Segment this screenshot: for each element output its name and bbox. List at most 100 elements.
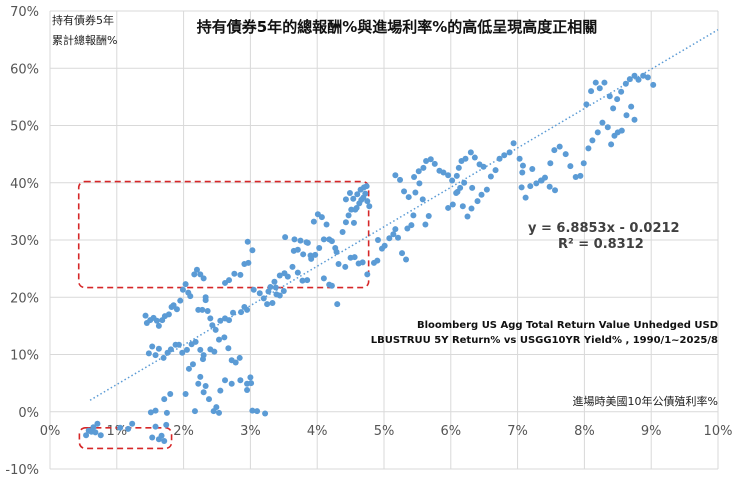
data-point	[585, 145, 592, 152]
data-point	[83, 432, 90, 439]
data-point	[608, 141, 615, 148]
data-point	[628, 103, 635, 110]
y-axis-label-line1: 持有債券5年	[52, 13, 114, 27]
data-point	[205, 396, 212, 403]
data-point	[610, 105, 617, 112]
data-point	[244, 306, 251, 313]
data-point	[364, 271, 371, 278]
data-point	[604, 124, 611, 131]
data-point	[487, 173, 494, 180]
data-point	[320, 236, 327, 243]
chart-title: 持有債券5年的總報酬%與進場利率%的高低呈現高度正相關	[197, 18, 598, 36]
data-point	[245, 259, 252, 266]
x-axis-label: 進場時美國10年公債殖利率%	[573, 394, 718, 408]
data-point	[256, 290, 263, 297]
data-point	[552, 187, 559, 194]
data-point	[364, 198, 371, 205]
data-point	[213, 404, 220, 411]
data-point	[216, 409, 223, 416]
x-tick-label: 6%	[440, 424, 461, 439]
data-point	[445, 172, 452, 179]
data-point	[244, 386, 251, 393]
data-point	[284, 273, 291, 280]
data-point	[129, 420, 136, 427]
data-point	[254, 408, 261, 415]
data-point	[462, 155, 469, 162]
data-point	[117, 424, 124, 431]
data-point	[522, 194, 529, 201]
data-point	[191, 408, 198, 415]
data-point	[359, 259, 366, 266]
data-point	[572, 174, 579, 181]
data-point	[408, 222, 415, 229]
data-point	[567, 163, 574, 170]
data-point	[423, 157, 430, 164]
data-point	[420, 164, 427, 171]
y-tick-label: 60%	[10, 62, 39, 77]
data-point	[199, 356, 206, 363]
data-point	[149, 343, 156, 350]
data-point	[342, 196, 349, 203]
data-point	[237, 377, 244, 384]
data-point	[461, 179, 468, 186]
data-point	[163, 421, 170, 428]
data-point	[422, 221, 429, 228]
data-point	[90, 424, 97, 431]
source-note-line2: LBUSTRUU 5Y Return% vs USGG10YR Yield% ,…	[371, 335, 718, 346]
data-point	[265, 288, 272, 295]
data-point	[397, 176, 404, 183]
data-point	[226, 277, 233, 284]
y-tick-labels: -10% 0% 10% 20% 30% 40% 50% 60% 70%	[5, 5, 39, 478]
data-point	[158, 432, 165, 439]
data-point	[350, 195, 357, 202]
data-point	[334, 301, 341, 308]
data-point	[185, 365, 192, 372]
data-point	[589, 137, 596, 144]
data-point	[179, 286, 186, 293]
x-tick-label: 8%	[574, 424, 595, 439]
data-point	[147, 409, 154, 416]
data-point	[468, 205, 475, 212]
data-point	[614, 96, 621, 103]
data-point	[399, 250, 406, 257]
data-point	[269, 299, 276, 306]
data-point	[419, 196, 426, 203]
trendline-r-squared: R² = 0.8312	[558, 237, 644, 252]
data-point	[236, 354, 243, 361]
data-point	[217, 387, 224, 394]
data-point	[192, 338, 199, 345]
data-point	[483, 186, 490, 193]
data-point	[404, 225, 411, 232]
data-point	[149, 434, 156, 441]
data-point	[182, 391, 189, 398]
data-point	[339, 228, 346, 235]
data-point	[191, 271, 198, 278]
data-point	[289, 263, 296, 270]
data-point	[374, 237, 381, 243]
highlight-box	[77, 180, 370, 289]
data-point	[405, 194, 412, 201]
data-point	[392, 172, 399, 179]
data-point	[601, 79, 608, 86]
data-point	[182, 281, 189, 288]
data-point	[390, 231, 397, 238]
data-point	[449, 201, 456, 208]
data-point	[209, 322, 216, 329]
data-point	[588, 88, 595, 95]
data-point	[366, 203, 373, 210]
data-point	[363, 183, 370, 190]
data-point	[464, 213, 471, 220]
data-point	[228, 380, 235, 387]
data-point	[316, 245, 323, 252]
gridlines	[49, 10, 719, 470]
trendline-equation: y = 6.8853x - 0.0212	[528, 221, 680, 236]
data-point	[212, 326, 219, 333]
data-point	[195, 380, 202, 387]
data-point	[204, 307, 211, 314]
data-point	[167, 391, 174, 398]
data-point	[551, 147, 558, 154]
data-point	[276, 292, 283, 299]
x-tick-label: 1%	[106, 424, 127, 439]
data-point	[592, 79, 599, 86]
